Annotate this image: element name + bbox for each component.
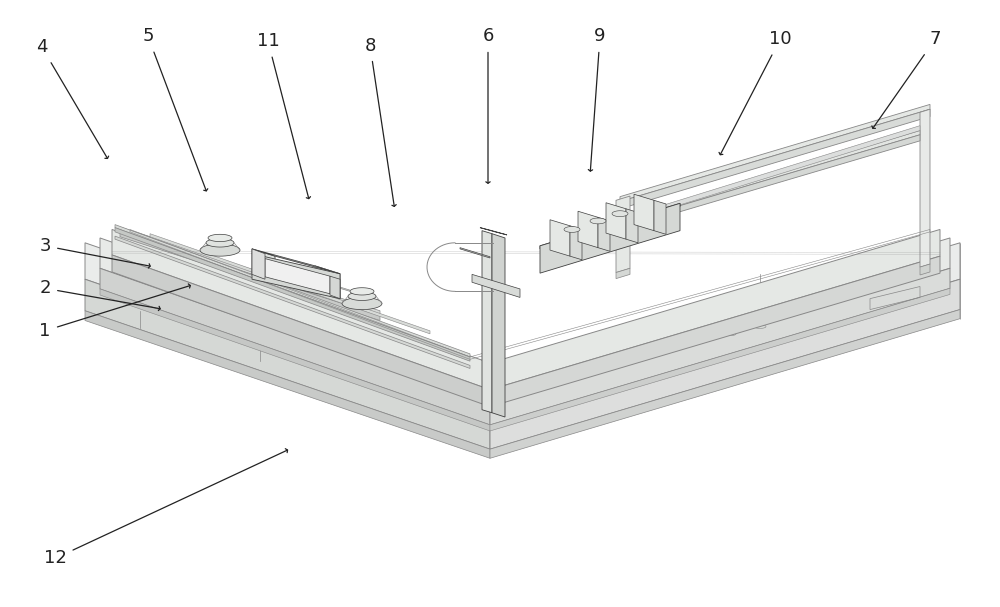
Polygon shape: [85, 279, 490, 449]
Text: 11: 11: [257, 32, 311, 198]
Polygon shape: [749, 315, 761, 319]
Polygon shape: [490, 279, 960, 449]
Polygon shape: [100, 238, 950, 405]
Text: 8: 8: [364, 36, 396, 206]
Polygon shape: [540, 203, 680, 273]
Text: 1: 1: [39, 284, 190, 340]
Polygon shape: [490, 288, 950, 431]
Polygon shape: [252, 249, 275, 282]
Polygon shape: [490, 310, 960, 458]
Text: 5: 5: [142, 27, 208, 191]
Polygon shape: [255, 261, 350, 291]
Polygon shape: [460, 248, 490, 258]
Text: 9: 9: [588, 27, 606, 171]
Polygon shape: [920, 264, 930, 275]
Polygon shape: [620, 131, 920, 223]
Polygon shape: [724, 332, 736, 336]
Polygon shape: [252, 249, 340, 274]
Polygon shape: [636, 126, 920, 219]
Polygon shape: [342, 297, 382, 310]
Text: 2: 2: [39, 279, 160, 311]
Polygon shape: [120, 232, 380, 320]
Polygon shape: [85, 311, 490, 458]
Polygon shape: [804, 299, 816, 302]
Polygon shape: [598, 217, 610, 251]
Polygon shape: [120, 227, 380, 316]
Polygon shape: [480, 228, 507, 235]
Polygon shape: [612, 211, 628, 217]
Polygon shape: [265, 259, 330, 294]
Polygon shape: [590, 218, 606, 224]
Polygon shape: [350, 288, 374, 295]
Polygon shape: [616, 196, 630, 273]
Polygon shape: [208, 234, 232, 242]
Polygon shape: [490, 256, 940, 407]
Polygon shape: [550, 220, 570, 256]
Polygon shape: [620, 135, 920, 229]
Text: 6: 6: [482, 27, 494, 183]
Polygon shape: [112, 229, 940, 390]
Polygon shape: [724, 323, 736, 327]
Polygon shape: [100, 268, 490, 425]
Text: 4: 4: [36, 38, 109, 158]
Polygon shape: [606, 203, 626, 239]
Polygon shape: [330, 276, 340, 299]
Text: 12: 12: [44, 449, 288, 568]
Polygon shape: [252, 249, 265, 279]
Polygon shape: [200, 244, 240, 256]
Polygon shape: [472, 274, 520, 297]
Text: 7: 7: [872, 30, 941, 128]
Polygon shape: [315, 266, 340, 299]
Polygon shape: [100, 289, 490, 431]
Polygon shape: [112, 255, 490, 407]
Polygon shape: [620, 104, 930, 202]
Polygon shape: [616, 268, 630, 279]
Polygon shape: [540, 203, 680, 249]
Polygon shape: [620, 109, 930, 209]
Text: 10: 10: [719, 30, 791, 155]
Polygon shape: [564, 226, 580, 232]
Polygon shape: [492, 234, 505, 417]
Polygon shape: [490, 268, 950, 425]
Polygon shape: [754, 325, 766, 328]
Polygon shape: [206, 239, 234, 247]
Polygon shape: [115, 236, 470, 368]
Text: 3: 3: [39, 237, 150, 268]
Polygon shape: [578, 211, 598, 248]
Polygon shape: [626, 209, 638, 243]
Polygon shape: [920, 109, 930, 267]
Polygon shape: [252, 254, 340, 299]
Polygon shape: [482, 231, 492, 413]
Polygon shape: [115, 225, 470, 357]
Polygon shape: [150, 234, 430, 334]
Polygon shape: [774, 308, 786, 311]
Polygon shape: [634, 194, 654, 231]
Polygon shape: [654, 200, 666, 234]
Polygon shape: [115, 228, 470, 361]
Polygon shape: [570, 226, 582, 260]
Polygon shape: [348, 292, 376, 300]
Polygon shape: [85, 243, 960, 419]
